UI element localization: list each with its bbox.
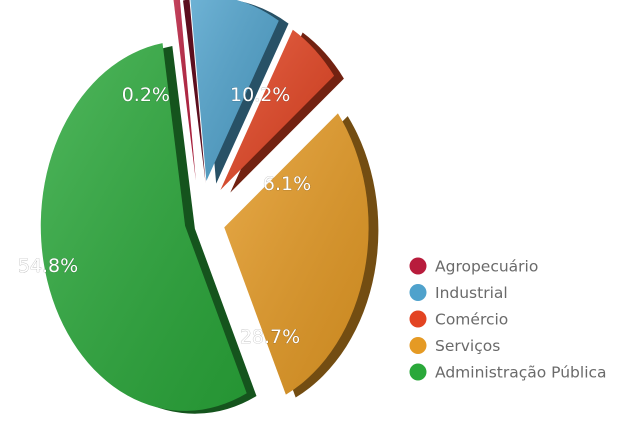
legend-label-servicos: Serviços [435, 337, 500, 355]
slice-label-administracao-publica: 54.8% [18, 255, 78, 277]
slice-label-servicos: 28.7% [240, 326, 300, 348]
legend-swatch-administracao-publica [409, 363, 427, 381]
slice-shading-industrial [190, 0, 279, 181]
slice-label-comercio: 6.1% [263, 173, 311, 195]
slice-label-industrial: 10.2% [230, 84, 290, 106]
legend: Agropecuário Industrial Comércio Serviços Ad… [409, 257, 607, 382]
legend-swatch-servicos [409, 337, 427, 354]
legend-swatch-comercio [409, 310, 427, 328]
slice-labels: 0.2% 10.2% 6.1% 28.7% 54.8% [18, 84, 312, 349]
legend-swatch-agropecuario [409, 257, 427, 275]
legend-label-comercio: Comércio [435, 311, 508, 329]
slice-label-agropecuario: 0.2% [122, 84, 170, 106]
legend-label-agropecuario: Agropecuário [435, 258, 538, 276]
legend-label-administracao-publica: Administração Pública [435, 364, 607, 382]
legend-swatch-industrial [409, 284, 427, 301]
slice-shading-agropecuario [173, 0, 196, 181]
slice-shading-comercio [220, 29, 335, 190]
slice-side-agropecuario [183, 0, 206, 184]
slice-shading-administracao-publica [40, 43, 247, 411]
pie-slices [40, 0, 379, 414]
legend-label-industrial: Industrial [435, 284, 508, 302]
slice-shading-servicos [224, 113, 369, 395]
